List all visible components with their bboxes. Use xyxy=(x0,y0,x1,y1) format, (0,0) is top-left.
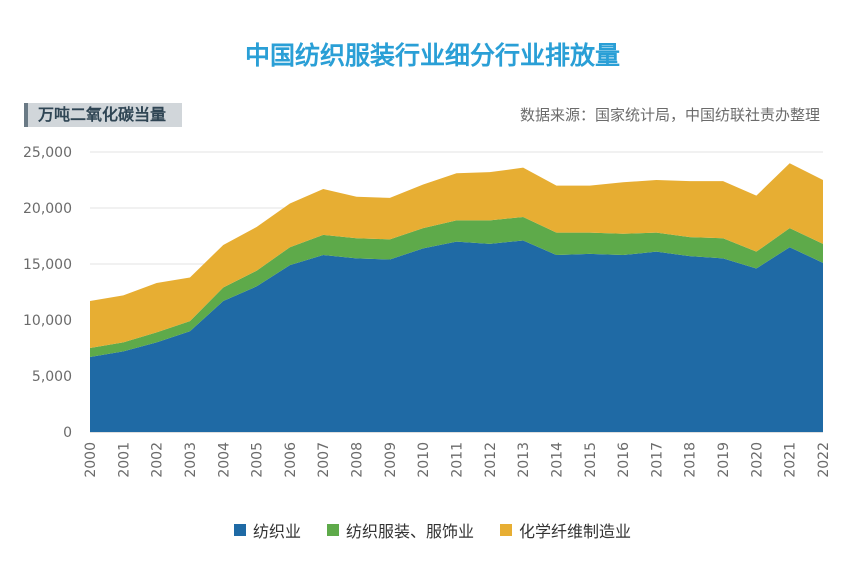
data-source-note: 数据来源：国家统计局，中国纺联社责办整理 xyxy=(519,106,820,124)
y-tick-label: 25,000 xyxy=(23,145,72,161)
legend-swatch-apparel xyxy=(326,524,339,536)
x-tick-label: 2000 xyxy=(83,442,99,478)
area-series-1 xyxy=(90,216,823,357)
x-tick-label: 2001 xyxy=(116,442,132,478)
x-axis-ticks: 2000 2001 2002 2003 2004 2005 2006 2007 2008 2009… xyxy=(83,442,832,478)
x-tick-label: 2015 xyxy=(583,442,599,478)
x-tick-label: 2019 xyxy=(716,442,732,478)
x-tick-label: 2007 xyxy=(316,442,332,478)
legend-item-textile: 纺织业 xyxy=(233,518,301,542)
x-tick-label: 2002 xyxy=(150,442,166,478)
x-tick-label: 2004 xyxy=(216,442,232,478)
x-tick-label: 2016 xyxy=(616,442,632,478)
x-tick-label: 2010 xyxy=(416,442,432,478)
x-tick-label: 2005 xyxy=(250,442,266,478)
y-tick-label: 20,000 xyxy=(23,201,72,217)
legend-item-apparel: 纺织服装、服饰业 xyxy=(326,518,474,542)
x-tick-label: 2003 xyxy=(183,442,199,478)
legend-label-apparel: 纺织服装、服饰业 xyxy=(345,522,474,541)
x-tick-label: 2008 xyxy=(350,442,366,478)
legend: 纺织业 纺织服装、服饰业 化学纤维制造业 xyxy=(0,518,865,542)
legend-swatch-textile xyxy=(233,524,246,536)
x-tick-label: 2018 xyxy=(683,442,699,478)
x-tick-label: 2014 xyxy=(549,442,565,478)
area-series-0 xyxy=(90,240,823,432)
area-series-2 xyxy=(90,163,823,348)
y-tick-label: 5,000 xyxy=(32,369,72,385)
y-tick-label: 15,000 xyxy=(23,257,72,273)
x-tick-label: 2011 xyxy=(450,442,466,478)
x-tick-label: 2017 xyxy=(649,442,665,478)
y-tick-label: 10,000 xyxy=(23,313,72,329)
y-axis-unit-label: 万吨二氧化碳当量 xyxy=(24,103,183,127)
area-series-group xyxy=(90,163,823,432)
x-tick-label: 2021 xyxy=(783,442,799,478)
x-tick-label: 2012 xyxy=(483,442,499,478)
y-axis-ticks: 0 5,000 10,000 15,000 20,000 25,000 xyxy=(23,145,72,441)
x-tick-label: 2022 xyxy=(816,442,832,478)
legend-swatch-fiber xyxy=(500,524,512,536)
legend-item-fiber: 化学纤维制造业 xyxy=(500,518,631,542)
x-tick-label: 2009 xyxy=(383,442,399,478)
x-tick-label: 2006 xyxy=(283,442,299,478)
y-tick-label: 0 xyxy=(63,425,72,441)
x-tick-label: 2013 xyxy=(516,442,532,478)
legend-label-textile: 纺织业 xyxy=(252,522,301,541)
legend-label-fiber: 化学纤维制造业 xyxy=(519,522,632,541)
unit-label-accent-bar xyxy=(24,103,28,127)
chart-title: 中国纺织服装行业细分行业排放量 xyxy=(244,41,620,70)
x-tick-label: 2020 xyxy=(749,442,765,478)
